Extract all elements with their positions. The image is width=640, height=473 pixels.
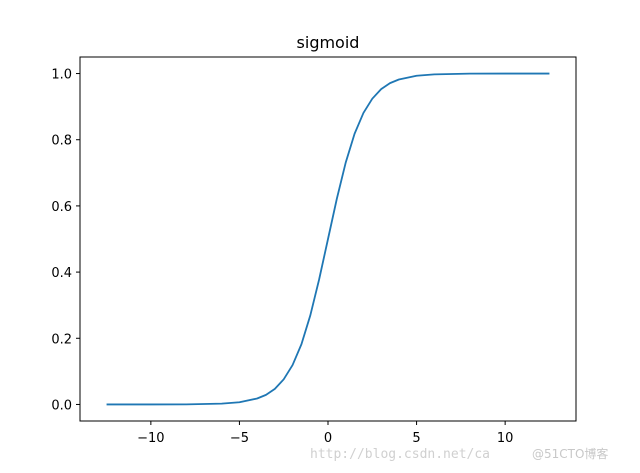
x-tick-label: −5: [230, 431, 249, 446]
y-tick-label: 0.2: [51, 332, 72, 347]
y-axis-ticks: 0.0 0.2 0.4 0.6 0.8 1.0: [51, 68, 80, 413]
x-axis-ticks: −10 −5 0 5 10: [137, 421, 513, 446]
plot-area: [106, 72, 550, 406]
y-tick-label: 0.6: [51, 200, 72, 215]
y-tick-label: 0.0: [51, 398, 72, 413]
chart-title: sigmoid: [297, 33, 360, 52]
y-tick-label: 0.4: [51, 266, 72, 281]
x-tick-label: −10: [137, 431, 164, 446]
y-tick-label: 0.8: [51, 134, 72, 149]
x-tick-label: 10: [497, 431, 514, 446]
x-tick-label: 0: [324, 431, 332, 446]
y-tick-label: 1.0: [51, 68, 72, 83]
watermark-url: http://blog.csdn.net/ca: [310, 447, 490, 462]
watermark-brand: @51CTO博客: [532, 446, 608, 461]
x-tick-label: 5: [412, 431, 420, 446]
series-line-0: [106, 72, 550, 406]
